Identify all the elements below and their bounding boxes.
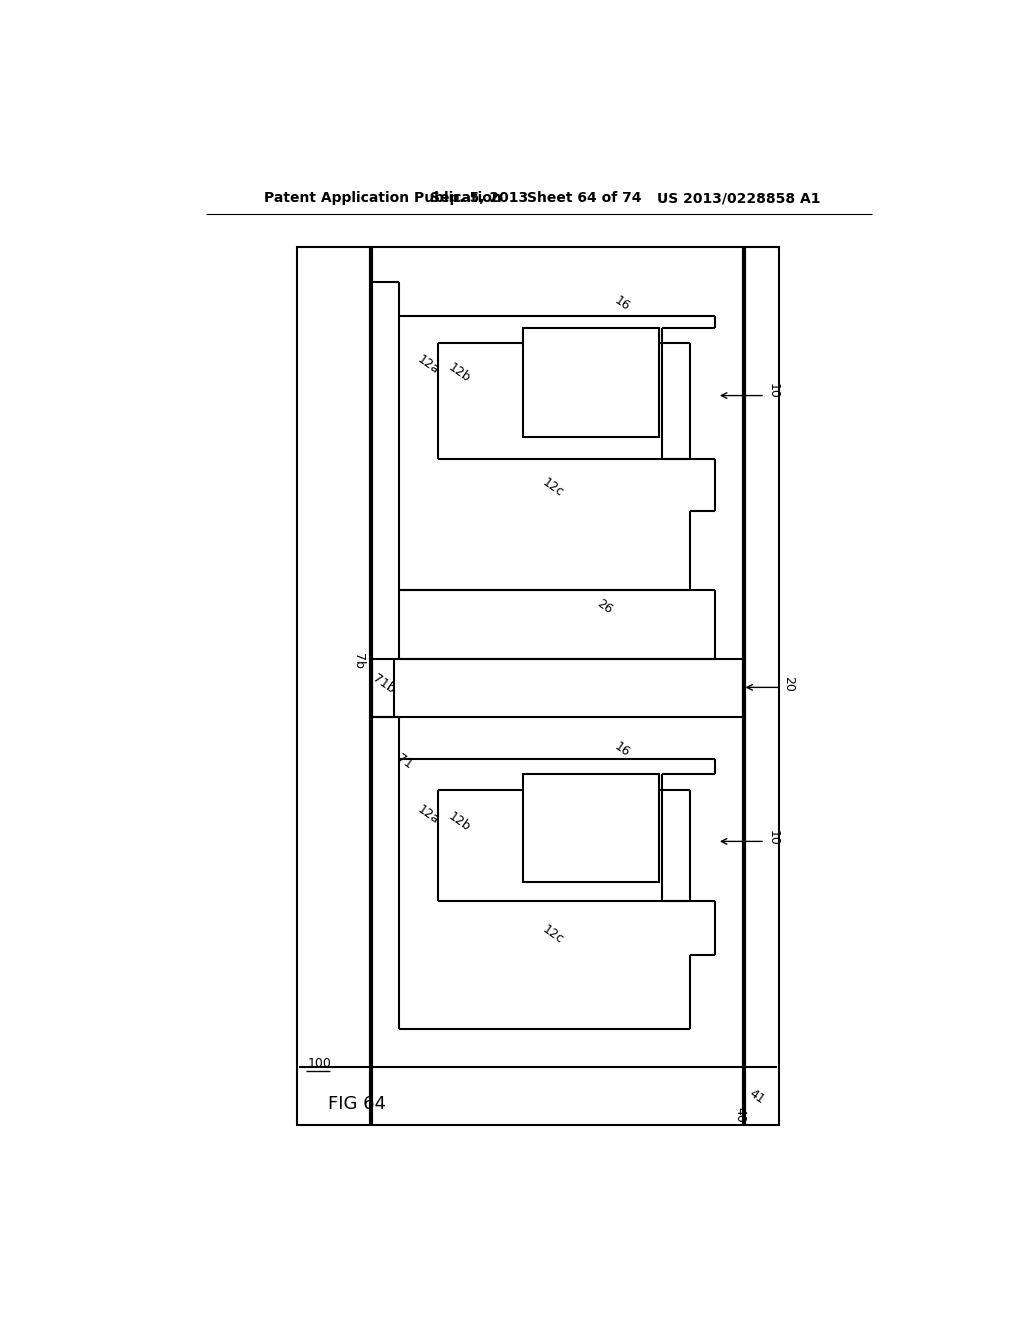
- Text: Sep. 5, 2013: Sep. 5, 2013: [430, 191, 528, 206]
- Text: 12b: 12b: [446, 360, 473, 384]
- Text: FIG 64: FIG 64: [328, 1096, 386, 1113]
- Bar: [523, 327, 658, 437]
- Text: 41: 41: [748, 1086, 767, 1106]
- Text: 10: 10: [766, 829, 779, 846]
- Text: 100: 100: [308, 1056, 332, 1069]
- Text: 10: 10: [766, 383, 779, 399]
- Text: 12a: 12a: [416, 803, 442, 826]
- Text: 40: 40: [734, 1106, 746, 1123]
- Text: 12b: 12b: [446, 810, 473, 834]
- Text: 71: 71: [394, 751, 415, 771]
- Text: 20: 20: [781, 676, 795, 692]
- Text: 12c: 12c: [540, 923, 565, 946]
- Text: 7b: 7b: [352, 652, 366, 668]
- Text: Patent Application Publication: Patent Application Publication: [263, 191, 502, 206]
- Text: 16: 16: [612, 293, 633, 313]
- Text: 26: 26: [595, 597, 614, 616]
- Text: 12a: 12a: [416, 352, 442, 376]
- Text: US 2013/0228858 A1: US 2013/0228858 A1: [656, 191, 820, 206]
- Text: 12c: 12c: [540, 477, 565, 500]
- Text: 71b: 71b: [371, 672, 397, 697]
- Text: Sheet 64 of 74: Sheet 64 of 74: [527, 191, 642, 206]
- Text: 16: 16: [612, 741, 633, 759]
- Bar: [297, 247, 779, 1125]
- Bar: [523, 775, 658, 882]
